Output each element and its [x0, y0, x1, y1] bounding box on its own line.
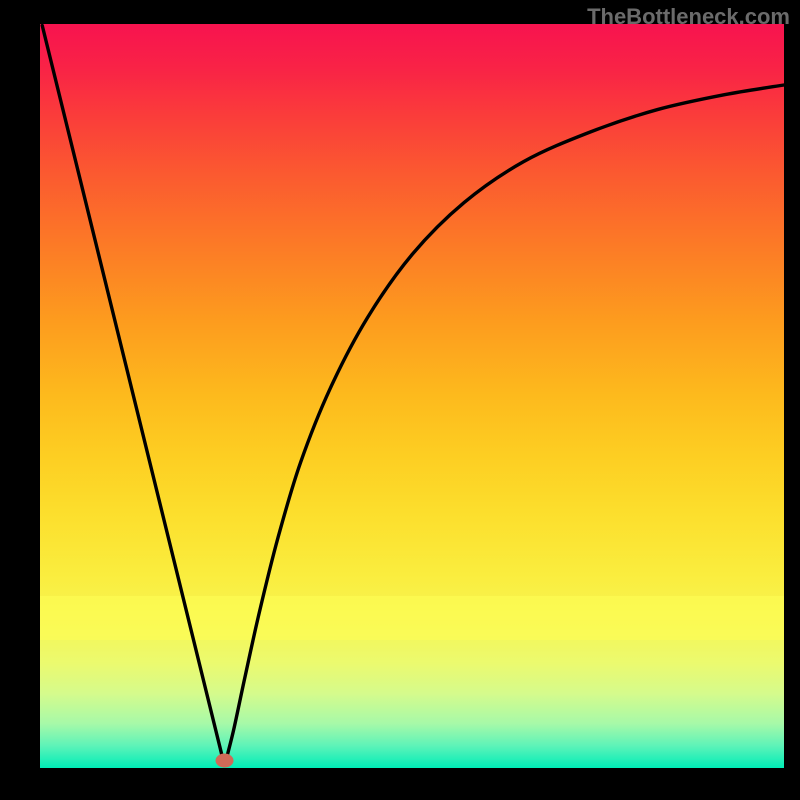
chart-stage: TheBottleneck.com: [0, 0, 800, 800]
vertex-marker: [216, 754, 234, 768]
chart-svg: [0, 0, 800, 800]
watermark-text: TheBottleneck.com: [587, 4, 790, 30]
legend-band: [40, 596, 784, 640]
plot-background: [40, 24, 784, 768]
